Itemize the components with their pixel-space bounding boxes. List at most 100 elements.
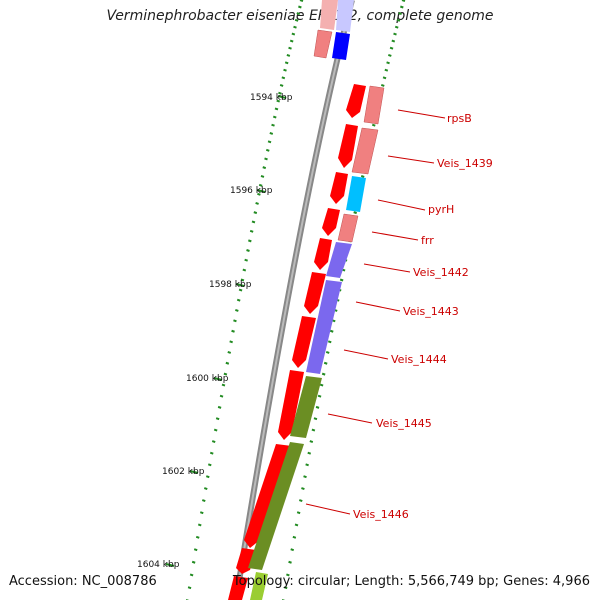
- inner-tick: [264, 157, 268, 161]
- inner-tick: [197, 523, 202, 527]
- inner-tick: [267, 140, 272, 144]
- gene-leader-lines: [305, 109, 446, 515]
- inner-tick: [201, 499, 206, 503]
- inner-tick: [293, 25, 297, 29]
- inner-tick: [207, 463, 212, 467]
- scale-label-1594: 1594 kbp: [250, 93, 293, 103]
- inner-tick: [288, 46, 292, 50]
- gene-label-frr[interactable]: frr: [421, 234, 434, 247]
- cds-feature-Veis_1442[interactable]: [326, 242, 352, 278]
- outer-tick: [389, 46, 394, 50]
- outer-tick: [387, 53, 392, 57]
- inner-tick: [221, 383, 226, 387]
- outer-tick: [323, 361, 328, 365]
- inner-tick: [199, 511, 204, 515]
- inner-tick: [299, 0, 304, 2]
- outer-tick: [317, 394, 322, 398]
- inner-tick: [258, 183, 263, 187]
- cds-feature-frr[interactable]: [337, 213, 359, 243]
- inner-tick: [233, 319, 237, 323]
- cds-feature-Veis_1446[interactable]: [248, 442, 304, 570]
- cds-feature-red-8[interactable]: [278, 370, 304, 440]
- map-title: Verminephrobacter eiseniae EF01-2, compl…: [106, 8, 494, 24]
- cds-feature-top-pink[interactable]: [313, 29, 333, 59]
- cds-feature-red-2[interactable]: [338, 124, 358, 168]
- inner-tick: [203, 487, 208, 491]
- gene-label-Veis_1443[interactable]: Veis_1443: [403, 305, 459, 318]
- inner-tick: [191, 560, 196, 564]
- cds-feature-red-5[interactable]: [314, 238, 332, 270]
- inner-tick: [217, 405, 222, 409]
- cds-feature-red-11[interactable]: [228, 576, 248, 600]
- cds-feature-Veis_1439[interactable]: [351, 127, 379, 175]
- inner-tick: [189, 573, 194, 577]
- outer-tick: [288, 560, 292, 564]
- gene-label-Veis_1442[interactable]: Veis_1442: [413, 266, 469, 279]
- cds-feature-top-lightblue[interactable]: [320, 0, 338, 30]
- gene-label-Veis_1439[interactable]: Veis_1439: [437, 157, 493, 170]
- cds-feature-red-10[interactable]: [236, 548, 256, 574]
- cds-feature-pyrH[interactable]: [346, 176, 366, 212]
- cds-feature-red-7[interactable]: [292, 316, 316, 368]
- scale-major-tick: [256, 189, 266, 193]
- outer-tick: [382, 76, 387, 80]
- outer-tick: [371, 123, 376, 127]
- cds-feature-Veis_1445[interactable]: [290, 376, 322, 438]
- outer-tick: [303, 475, 307, 479]
- outer-tick: [380, 83, 385, 87]
- outer-tick: [313, 417, 318, 421]
- gene-label-Veis_1444[interactable]: Veis_1444: [391, 353, 447, 366]
- cds-feature-red-9[interactable]: [244, 444, 292, 548]
- cds-feature-red-4[interactable]: [322, 208, 340, 236]
- outer-tick: [286, 573, 290, 577]
- inner-tick: [246, 249, 250, 252]
- scale-major-tick: [277, 95, 287, 99]
- inner-tick: [187, 586, 192, 590]
- inner-tick: [291, 32, 296, 36]
- inner-tick: [289, 39, 294, 43]
- gene-label-rpsB[interactable]: rpsB: [447, 112, 472, 125]
- outer-tick: [396, 18, 401, 22]
- inner-tick: [286, 53, 291, 57]
- cds-feature-top-lightblue2[interactable]: [336, 0, 354, 32]
- accession-text: Accession: NC_008786: [9, 574, 157, 589]
- inner-tick: [260, 174, 265, 178]
- outer-tick: [311, 428, 316, 432]
- inner-tick: [248, 239, 252, 243]
- outer-tick: [398, 12, 402, 16]
- cds-feature-red-1[interactable]: [346, 84, 366, 118]
- scale-ticks: [165, 95, 287, 567]
- cds-feature-rpsB[interactable]: [363, 85, 385, 125]
- cds-feature-top-blue[interactable]: [332, 32, 350, 60]
- outer-tick: [290, 548, 295, 552]
- outer-tick: [296, 511, 301, 515]
- outer-tick: [301, 487, 305, 491]
- outer-tick: [384, 68, 389, 72]
- cds-feature-red-6[interactable]: [304, 272, 326, 314]
- inner-tick: [283, 68, 287, 72]
- outer-tick: [339, 278, 344, 282]
- cds-feature-Veis_1443[interactable]: [306, 280, 342, 374]
- inner-tick: [235, 308, 239, 312]
- gene-label-pyrH[interactable]: pyrH: [428, 203, 454, 216]
- scale-major-tick: [235, 283, 245, 287]
- inner-tick: [229, 340, 233, 344]
- outer-tick: [400, 5, 404, 9]
- outer-tick: [386, 61, 390, 65]
- gene-label-Veis_1446[interactable]: Veis_1446: [353, 508, 409, 521]
- topology-info-text: Topology: circular; Length: 5,566,749 bp…: [232, 574, 590, 589]
- genome-backbone-inner: [235, 0, 353, 600]
- inner-tick: [211, 440, 216, 443]
- inner-tick: [195, 535, 200, 539]
- gene-label-Veis_1445[interactable]: Veis_1445: [376, 417, 432, 430]
- inner-tick: [240, 278, 245, 282]
- outer-tick: [292, 535, 297, 539]
- cds-feature-red-3[interactable]: [330, 172, 348, 204]
- cds-feature-bottom-olive[interactable]: [250, 572, 268, 600]
- outer-tick: [391, 39, 396, 43]
- gene-features: [228, 0, 385, 600]
- outer-tick: [305, 463, 309, 467]
- inner-tick: [244, 258, 248, 262]
- outer-tick: [321, 372, 326, 376]
- outer-tick: [394, 25, 399, 29]
